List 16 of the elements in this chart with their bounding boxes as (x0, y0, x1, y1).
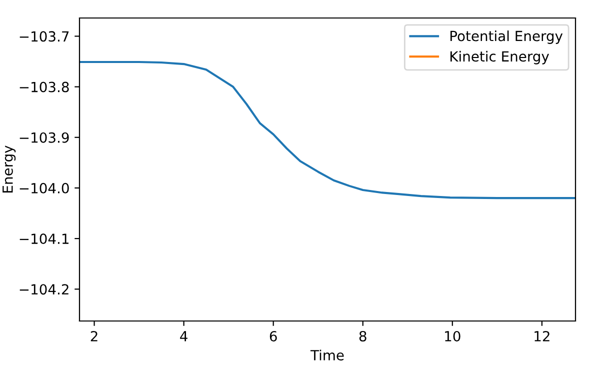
x-tick-label: 12 (534, 330, 550, 342)
x-tick-label: 6 (270, 330, 277, 342)
x-tick-label: 10 (445, 330, 460, 342)
x-tick-label: 2 (90, 330, 98, 342)
y-tick-label: −103.7 (20, 31, 69, 42)
y-tick-label: −104.2 (20, 284, 68, 295)
y-tick-label: −104.1 (20, 234, 68, 244)
y-tick-label: −104.0 (20, 182, 69, 194)
y-axis-title: Energy (2, 146, 16, 192)
legend-label: Kinetic Energy (450, 50, 550, 64)
x-axis-title: Time (310, 350, 344, 360)
y-tick-label: −103.8 (20, 82, 69, 92)
y-tick-label: −103.9 (20, 132, 69, 143)
x-tick-label: 8 (359, 330, 366, 342)
legend-label: Potential Energy (450, 30, 563, 44)
x-tick-label: 4 (180, 331, 188, 342)
